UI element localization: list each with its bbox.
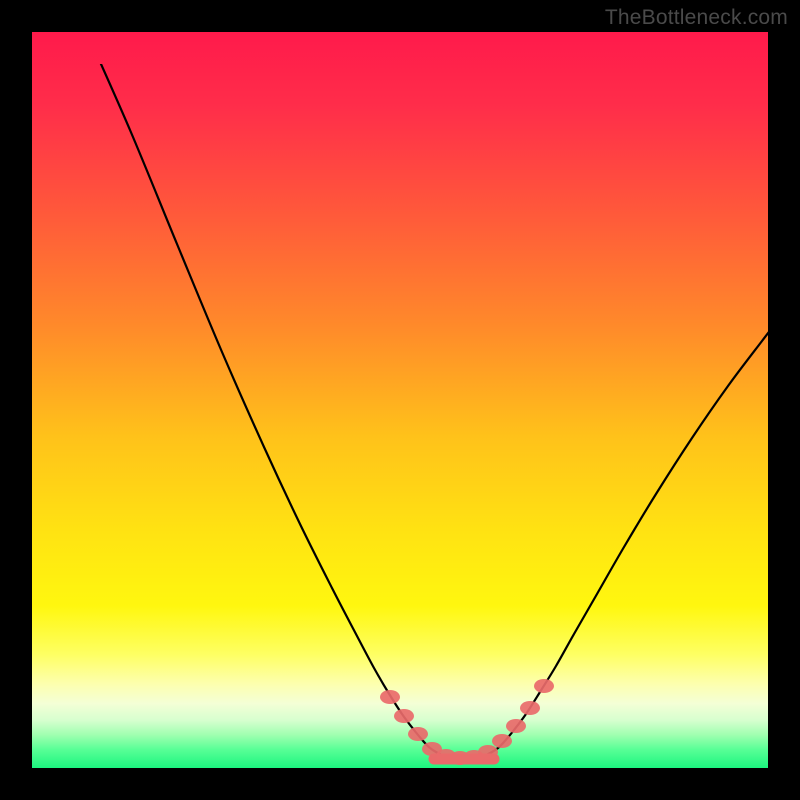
curve-marker: [408, 727, 428, 741]
curve-marker: [492, 734, 512, 748]
chart-container: TheBottleneck.com: [0, 0, 800, 800]
curve-marker: [394, 709, 414, 723]
curve-marker: [506, 719, 526, 733]
curve-marker: [534, 679, 554, 693]
curve-marker: [380, 690, 400, 704]
curve-marker: [478, 745, 498, 759]
chart-svg: [0, 0, 800, 800]
curve-marker: [520, 701, 540, 715]
plot-background: [32, 32, 768, 768]
